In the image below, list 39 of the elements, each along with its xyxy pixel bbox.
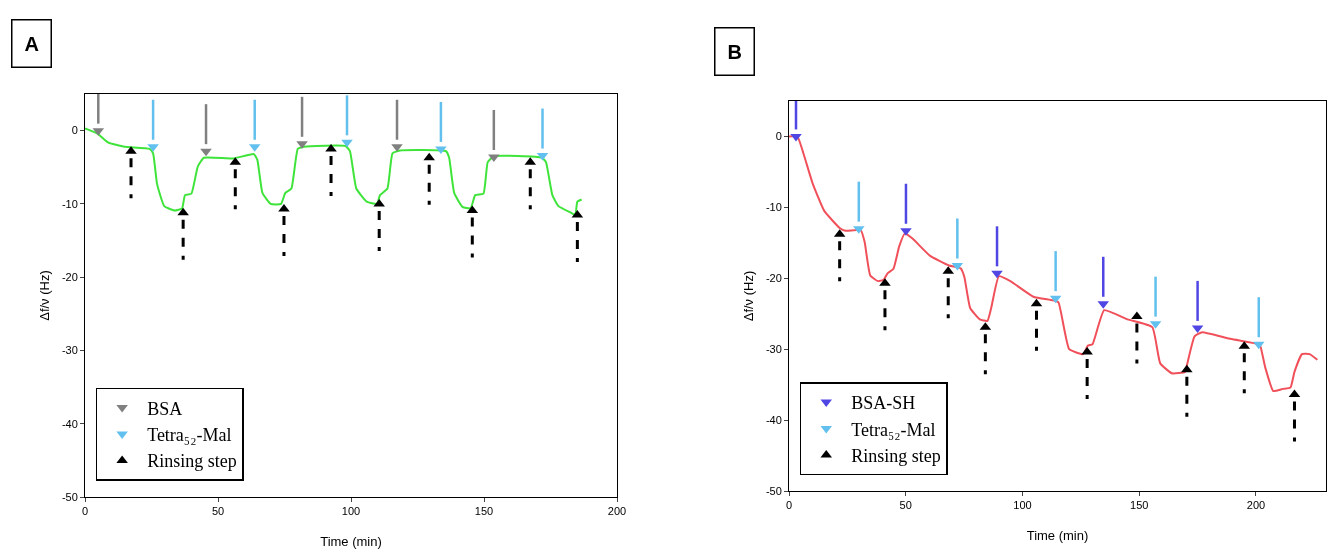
y-tick-label: -20 bbox=[61, 271, 78, 284]
x-axis-title: Time (min) bbox=[1026, 528, 1089, 543]
legend-label: Tetra₅₂-Mal bbox=[147, 425, 232, 445]
x-tick-label: 150 bbox=[1130, 499, 1149, 512]
point bbox=[790, 133, 802, 142]
x-tick-label: 0 bbox=[785, 499, 793, 512]
x-tick-label: 200 bbox=[607, 505, 627, 518]
x-tick-label: 0 bbox=[81, 505, 89, 518]
text: A bbox=[24, 32, 39, 55]
legend-label: BSA bbox=[147, 398, 183, 419]
y-tick-label: -30 bbox=[61, 344, 78, 357]
y-tick-label: -20 bbox=[765, 272, 782, 285]
y-tick-label: -50 bbox=[765, 484, 782, 497]
point bbox=[1181, 364, 1193, 373]
y-tick-label: 0 bbox=[71, 124, 78, 137]
legend-label: Rinsing step bbox=[851, 445, 941, 466]
x-tick-label: 50 bbox=[211, 505, 225, 518]
legend-label: BSA-SH bbox=[851, 393, 916, 414]
y-axis-title: Δf/ν (Hz) bbox=[741, 270, 756, 322]
x-tick-label: 50 bbox=[899, 499, 912, 512]
x-tick-label: 150 bbox=[474, 505, 494, 518]
y-tick-label: -40 bbox=[61, 417, 78, 430]
x-tick-label: 200 bbox=[1246, 499, 1266, 512]
point bbox=[1131, 311, 1143, 320]
x-axis-title: Time (min) bbox=[320, 534, 382, 549]
legend-label: Rinsing step bbox=[147, 451, 237, 472]
line-series bbox=[85, 127, 583, 216]
y-tick-label: -50 bbox=[61, 490, 78, 503]
legend-label: Tetra₅₂-Mal bbox=[851, 419, 936, 440]
text: B bbox=[727, 40, 742, 63]
y-tick-label: -10 bbox=[61, 197, 78, 210]
y-tick-label: 0 bbox=[775, 130, 782, 143]
x-tick-label: 100 bbox=[1013, 499, 1032, 512]
y-tick-label: -40 bbox=[765, 413, 782, 426]
x-tick-label: 100 bbox=[341, 505, 361, 518]
point bbox=[991, 270, 1003, 279]
y-tick-label: -10 bbox=[765, 201, 782, 214]
y-axis-title: Δf/ν (Hz) bbox=[37, 270, 52, 321]
y-tick-label: -30 bbox=[765, 343, 782, 356]
